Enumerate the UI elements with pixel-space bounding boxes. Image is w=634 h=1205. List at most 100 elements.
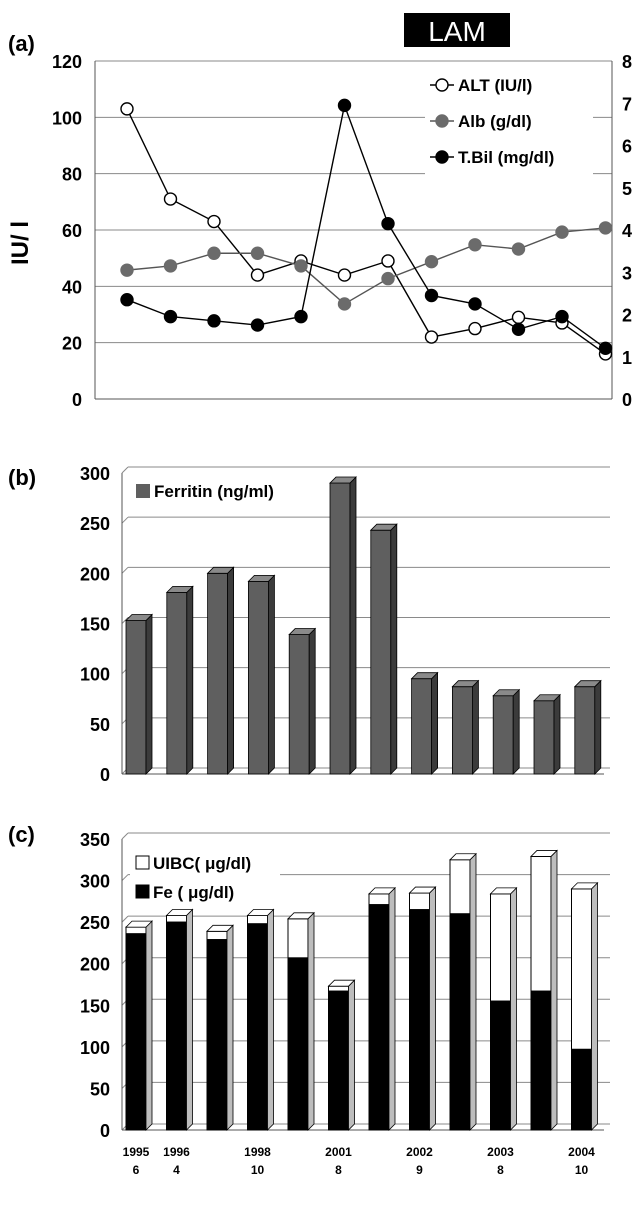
panel-c-legend-label-fe: Fe ( μg/dl) [153, 883, 234, 902]
panel-b-ferritin-bar-side [512, 688, 520, 775]
panel-c-x-tick-month: 6 [133, 1163, 140, 1177]
panel-c-legend-marker-fe [135, 884, 150, 899]
panel-a-legend-marker-alb [435, 114, 449, 128]
panel-a-legend-marker-tbil [435, 150, 449, 164]
panel-a-right-tick-label: 4 [622, 221, 632, 241]
panel-a-legend-label-alb: Alb (g/dl) [458, 112, 532, 131]
panel-c-fe-bar [409, 909, 430, 1131]
panel-a-point-alb [511, 242, 526, 256]
panel-a-ylabel: IU/ l [7, 221, 34, 265]
panel-a-point-alb [207, 246, 221, 260]
panel-a-point-tbil [207, 314, 221, 328]
panel-c-x-tick-year: 2003 [487, 1145, 514, 1159]
panel-b-ferritin-bar-front [533, 700, 555, 775]
panel-c-bar-side [307, 911, 315, 1131]
panel-c-uibc-bar [125, 926, 147, 935]
panel-b-ferritin-bar-top [206, 566, 235, 574]
panel-c-legend-bg [130, 848, 280, 906]
panel-a-point-tbil [468, 297, 482, 311]
panel-b-tick-label: 100 [80, 665, 110, 685]
panel-a-right-tick-label: 7 [622, 94, 632, 114]
panel-b-ferritin-bar-top [165, 585, 194, 593]
panel-c-bar-side [469, 852, 477, 1131]
panel-c-fe-bar [490, 1000, 511, 1131]
panel-a-legend-label-alt: ALT (IU/l) [458, 76, 532, 95]
panel-b-ferritin-bar-top [125, 614, 153, 621]
panel-b-tick-label: 150 [80, 615, 110, 635]
panel-a-left-tick-label: 120 [52, 52, 82, 72]
panel-a-point-alt [511, 310, 526, 325]
panel-c-uibc-bar [166, 914, 187, 923]
panel-b-ferritin-bar-side [145, 613, 153, 775]
panel-b-legend-label: Ferritin (ng/ml) [154, 482, 274, 501]
panel-c-bar-side [186, 908, 193, 1131]
panel-c-x-tick-year: 1998 [244, 1145, 271, 1159]
panel-a-left-tick-label: 80 [62, 165, 82, 185]
panel-a-point-alt [468, 321, 482, 336]
panel-a-point-alt [424, 330, 439, 344]
panel-c-uibc-bar [449, 859, 471, 915]
panel-a-point-alt [207, 214, 221, 229]
panel-c-x-tick-month: 4 [173, 1163, 180, 1177]
panel-c-fe-bar [571, 1048, 592, 1131]
panel-b-ferritin-bar-front [574, 686, 596, 775]
panel-a-right-tick-label: 6 [622, 137, 632, 157]
panel-b-ferritin-bar-top [533, 694, 561, 702]
panel-c-x-tick-month: 8 [335, 1163, 342, 1177]
panel-a-point-alt [120, 102, 134, 116]
panel-b-ferritin-bar-side [553, 693, 561, 775]
panel-a-point-alb [468, 238, 482, 252]
panel-c-bar-top [165, 909, 194, 916]
panel-b-ferritin-bar-top [329, 476, 357, 484]
panel-b-ferritin-bar-top [492, 689, 521, 697]
panel-a-point-alt [250, 268, 265, 282]
panel-c-fe-bar [247, 923, 268, 1131]
panel-b-legend-marker [136, 484, 150, 498]
panel-a-point-alb [555, 225, 569, 239]
panel-a-point-tbil [511, 322, 526, 336]
panel-c-bar-side [429, 886, 436, 1131]
panel-a-series-line-tbil [126, 102, 606, 349]
panel-c-x-tick-year: 1995 [123, 1145, 150, 1159]
panel-b-tick-label: 300 [80, 464, 110, 484]
panel-a-point-tbil [337, 98, 352, 113]
panel-a-label: (a) [8, 31, 35, 56]
panel-c-fe-bar [368, 904, 390, 1131]
panel-c-fe-bar [287, 957, 309, 1131]
panel-b-ferritin-bar-front [411, 678, 433, 775]
panel-c-bar-top [206, 924, 234, 932]
panel-a-point-tbil [250, 318, 265, 332]
panel-a-point-tbil [381, 216, 395, 231]
panel-b-ferritin-bar-side [227, 566, 235, 775]
panel-a-left-tick-label: 20 [62, 334, 82, 354]
panel-a-point-tbil [598, 341, 613, 355]
panel-c-x-tick-month: 10 [575, 1163, 589, 1177]
panel-c-fe-bar [449, 913, 471, 1131]
panel-b-ferritin-bar-side [390, 523, 398, 775]
panel-c-bar-side [267, 908, 274, 1131]
panel-c-x-tick-year: 2002 [406, 1145, 433, 1159]
panel-c-grid-slant [121, 874, 129, 881]
panel-c-tick-label: 350 [80, 830, 110, 850]
panel-a-point-alt [381, 254, 395, 268]
panel-a-point-alt [163, 192, 178, 206]
panel-c-fe-bar [530, 990, 552, 1131]
panel-a-left-tick-label: 0 [72, 390, 82, 410]
panel-c-tick-label: 150 [80, 996, 110, 1016]
panel-b-grid-slant [121, 516, 129, 524]
panel-a-point-tbil [555, 309, 569, 324]
panel-c-uibc-bar [409, 892, 430, 911]
panel-a-right-tick-label: 1 [622, 348, 632, 368]
panel-a-point-alb [424, 254, 439, 269]
panel-b-ferritin-bar-front [288, 634, 310, 775]
panel-c-bar-top [530, 850, 558, 857]
panel-b-ferritin-bar-front [207, 572, 229, 775]
panel-c-uibc-bar [328, 985, 349, 992]
panel-a-right-tick-label: 3 [622, 263, 632, 283]
panel-c-uibc-bar [530, 855, 552, 992]
panel-a-right-tick-label: 5 [622, 179, 632, 199]
panel-a-point-alb [250, 246, 265, 260]
panel-c-x-tick-year: 1996 [163, 1145, 190, 1159]
panel-a-series-line-alb [126, 227, 606, 305]
